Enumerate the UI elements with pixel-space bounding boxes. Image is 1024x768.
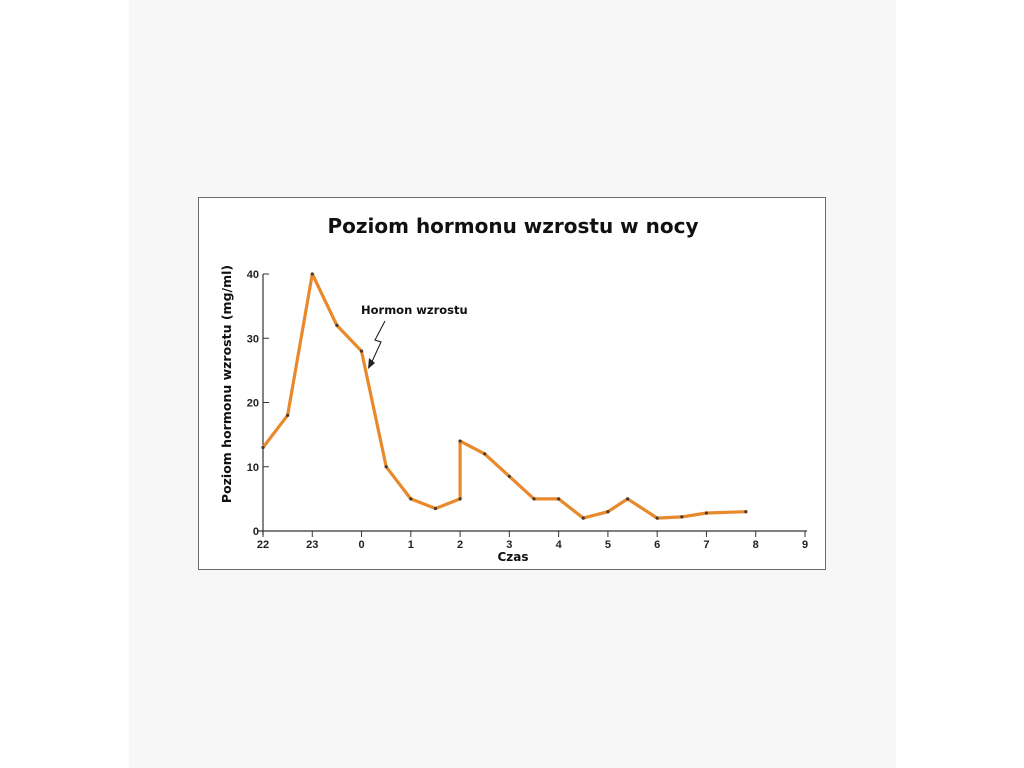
x-tick-label-10: 8 <box>753 539 759 551</box>
x-axis-label: Czas <box>497 550 528 564</box>
y-axis-label: Poziom hormonu wzrostu (mg/ml) <box>219 265 234 503</box>
data-point-4 <box>359 349 364 353</box>
data-point-7 <box>433 506 438 511</box>
y-tick-label-4: 40 <box>247 269 259 281</box>
annotation-arrowhead <box>368 358 375 369</box>
x-tick-label-8: 6 <box>654 539 660 551</box>
annotation-arrow <box>369 320 386 367</box>
data-point-6 <box>409 497 413 501</box>
data-point-13 <box>557 497 561 501</box>
x-tick-label-11: 9 <box>802 539 808 551</box>
data-point-0 <box>261 445 265 450</box>
x-ticks: 22 23 0 1 2 3 4 5 6 7 8 9 <box>257 531 808 551</box>
data-point-5 <box>384 465 388 469</box>
y-ticks: 0 10 20 30 40 <box>247 269 269 538</box>
x-tick-label-4: 2 <box>457 539 463 551</box>
data-point-8 <box>458 497 462 501</box>
x-tick-label-6: 4 <box>556 539 563 551</box>
data-point-12 <box>532 497 536 501</box>
x-tick-label-0: 22 <box>257 539 269 551</box>
x-tick-label-1: 23 <box>306 539 318 551</box>
data-point-19 <box>704 511 709 515</box>
data-point-18 <box>680 515 684 519</box>
data-point-14 <box>581 516 585 520</box>
data-point-2 <box>310 272 314 276</box>
chart-card: Poziom hormonu wzrostu w nocy Poziom hor… <box>198 197 826 570</box>
growth-hormone-chart: Poziom hormonu wzrostu w nocy Poziom hor… <box>219 214 808 564</box>
y-tick-label-1: 10 <box>247 462 259 474</box>
x-tick-label-3: 1 <box>408 539 414 551</box>
series-line-0 <box>261 272 748 520</box>
data-point-20 <box>744 510 748 514</box>
data-point-17 <box>655 516 659 520</box>
data-point-15 <box>606 510 610 514</box>
x-tick-label-9: 7 <box>703 539 709 551</box>
data-point-9 <box>458 439 462 443</box>
data-point-1 <box>286 413 290 417</box>
y-tick-label-0: 0 <box>253 526 259 538</box>
chart-title: Poziom hormonu wzrostu w nocy <box>328 214 699 238</box>
x-tick-label-7: 5 <box>605 539 611 551</box>
annotation-label: Hormon wzrostu <box>361 303 468 317</box>
data-point-16 <box>626 497 630 501</box>
y-tick-label-3: 30 <box>247 333 259 345</box>
x-tick-label-5: 3 <box>506 539 512 551</box>
data-point-10 <box>483 452 487 456</box>
x-tick-label-2: 0 <box>358 539 364 551</box>
y-tick-label-2: 20 <box>247 398 259 410</box>
series-group <box>261 272 748 520</box>
data-point-11 <box>507 474 511 478</box>
data-point-3 <box>335 323 339 327</box>
